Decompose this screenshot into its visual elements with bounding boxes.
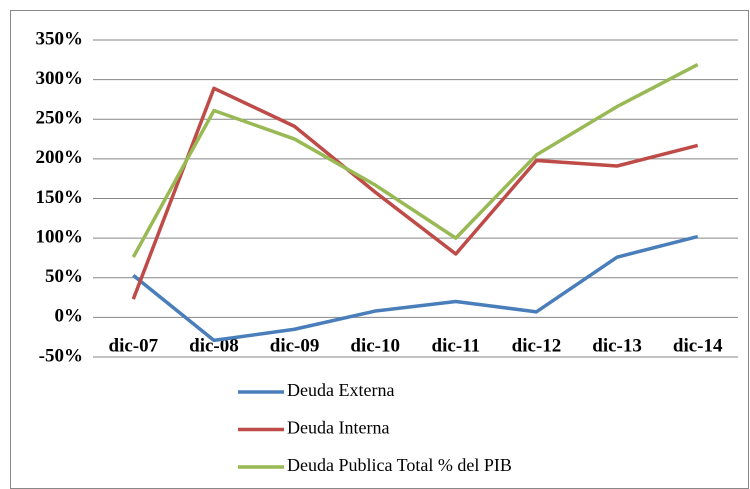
- legend-label: Deuda Externa: [287, 380, 394, 400]
- x-tick-label: dic-13: [592, 336, 642, 357]
- x-tick-label: dic-10: [350, 336, 400, 357]
- x-tick-label: dic-11: [432, 336, 481, 357]
- y-tick-label: 300%: [36, 68, 84, 89]
- chart-border: [10, 10, 749, 489]
- y-tick-label: 350%: [36, 28, 84, 49]
- legend-label: Deuda Publica Total % del PIB: [287, 455, 512, 475]
- x-tick-label: dic-07: [109, 336, 159, 357]
- y-tick-label: 50%: [45, 266, 83, 287]
- series-line: [131, 86, 699, 300]
- y-tick-label: 150%: [36, 187, 84, 208]
- x-tick-label: dic-08: [189, 336, 239, 357]
- x-tick-label: dic-12: [512, 336, 562, 357]
- x-tick-label: dic-14: [673, 336, 723, 357]
- y-tick-label: 100%: [36, 226, 84, 247]
- y-tick-label: -50%: [39, 345, 83, 366]
- x-tick-label: dic-09: [270, 336, 320, 357]
- y-tick-label: 0%: [55, 306, 84, 327]
- y-tick-label: 250%: [36, 108, 84, 129]
- legend-label: Deuda Interna: [287, 418, 389, 438]
- series-line: [132, 234, 699, 343]
- y-tick-label: 200%: [36, 147, 84, 168]
- series-line: [131, 63, 699, 258]
